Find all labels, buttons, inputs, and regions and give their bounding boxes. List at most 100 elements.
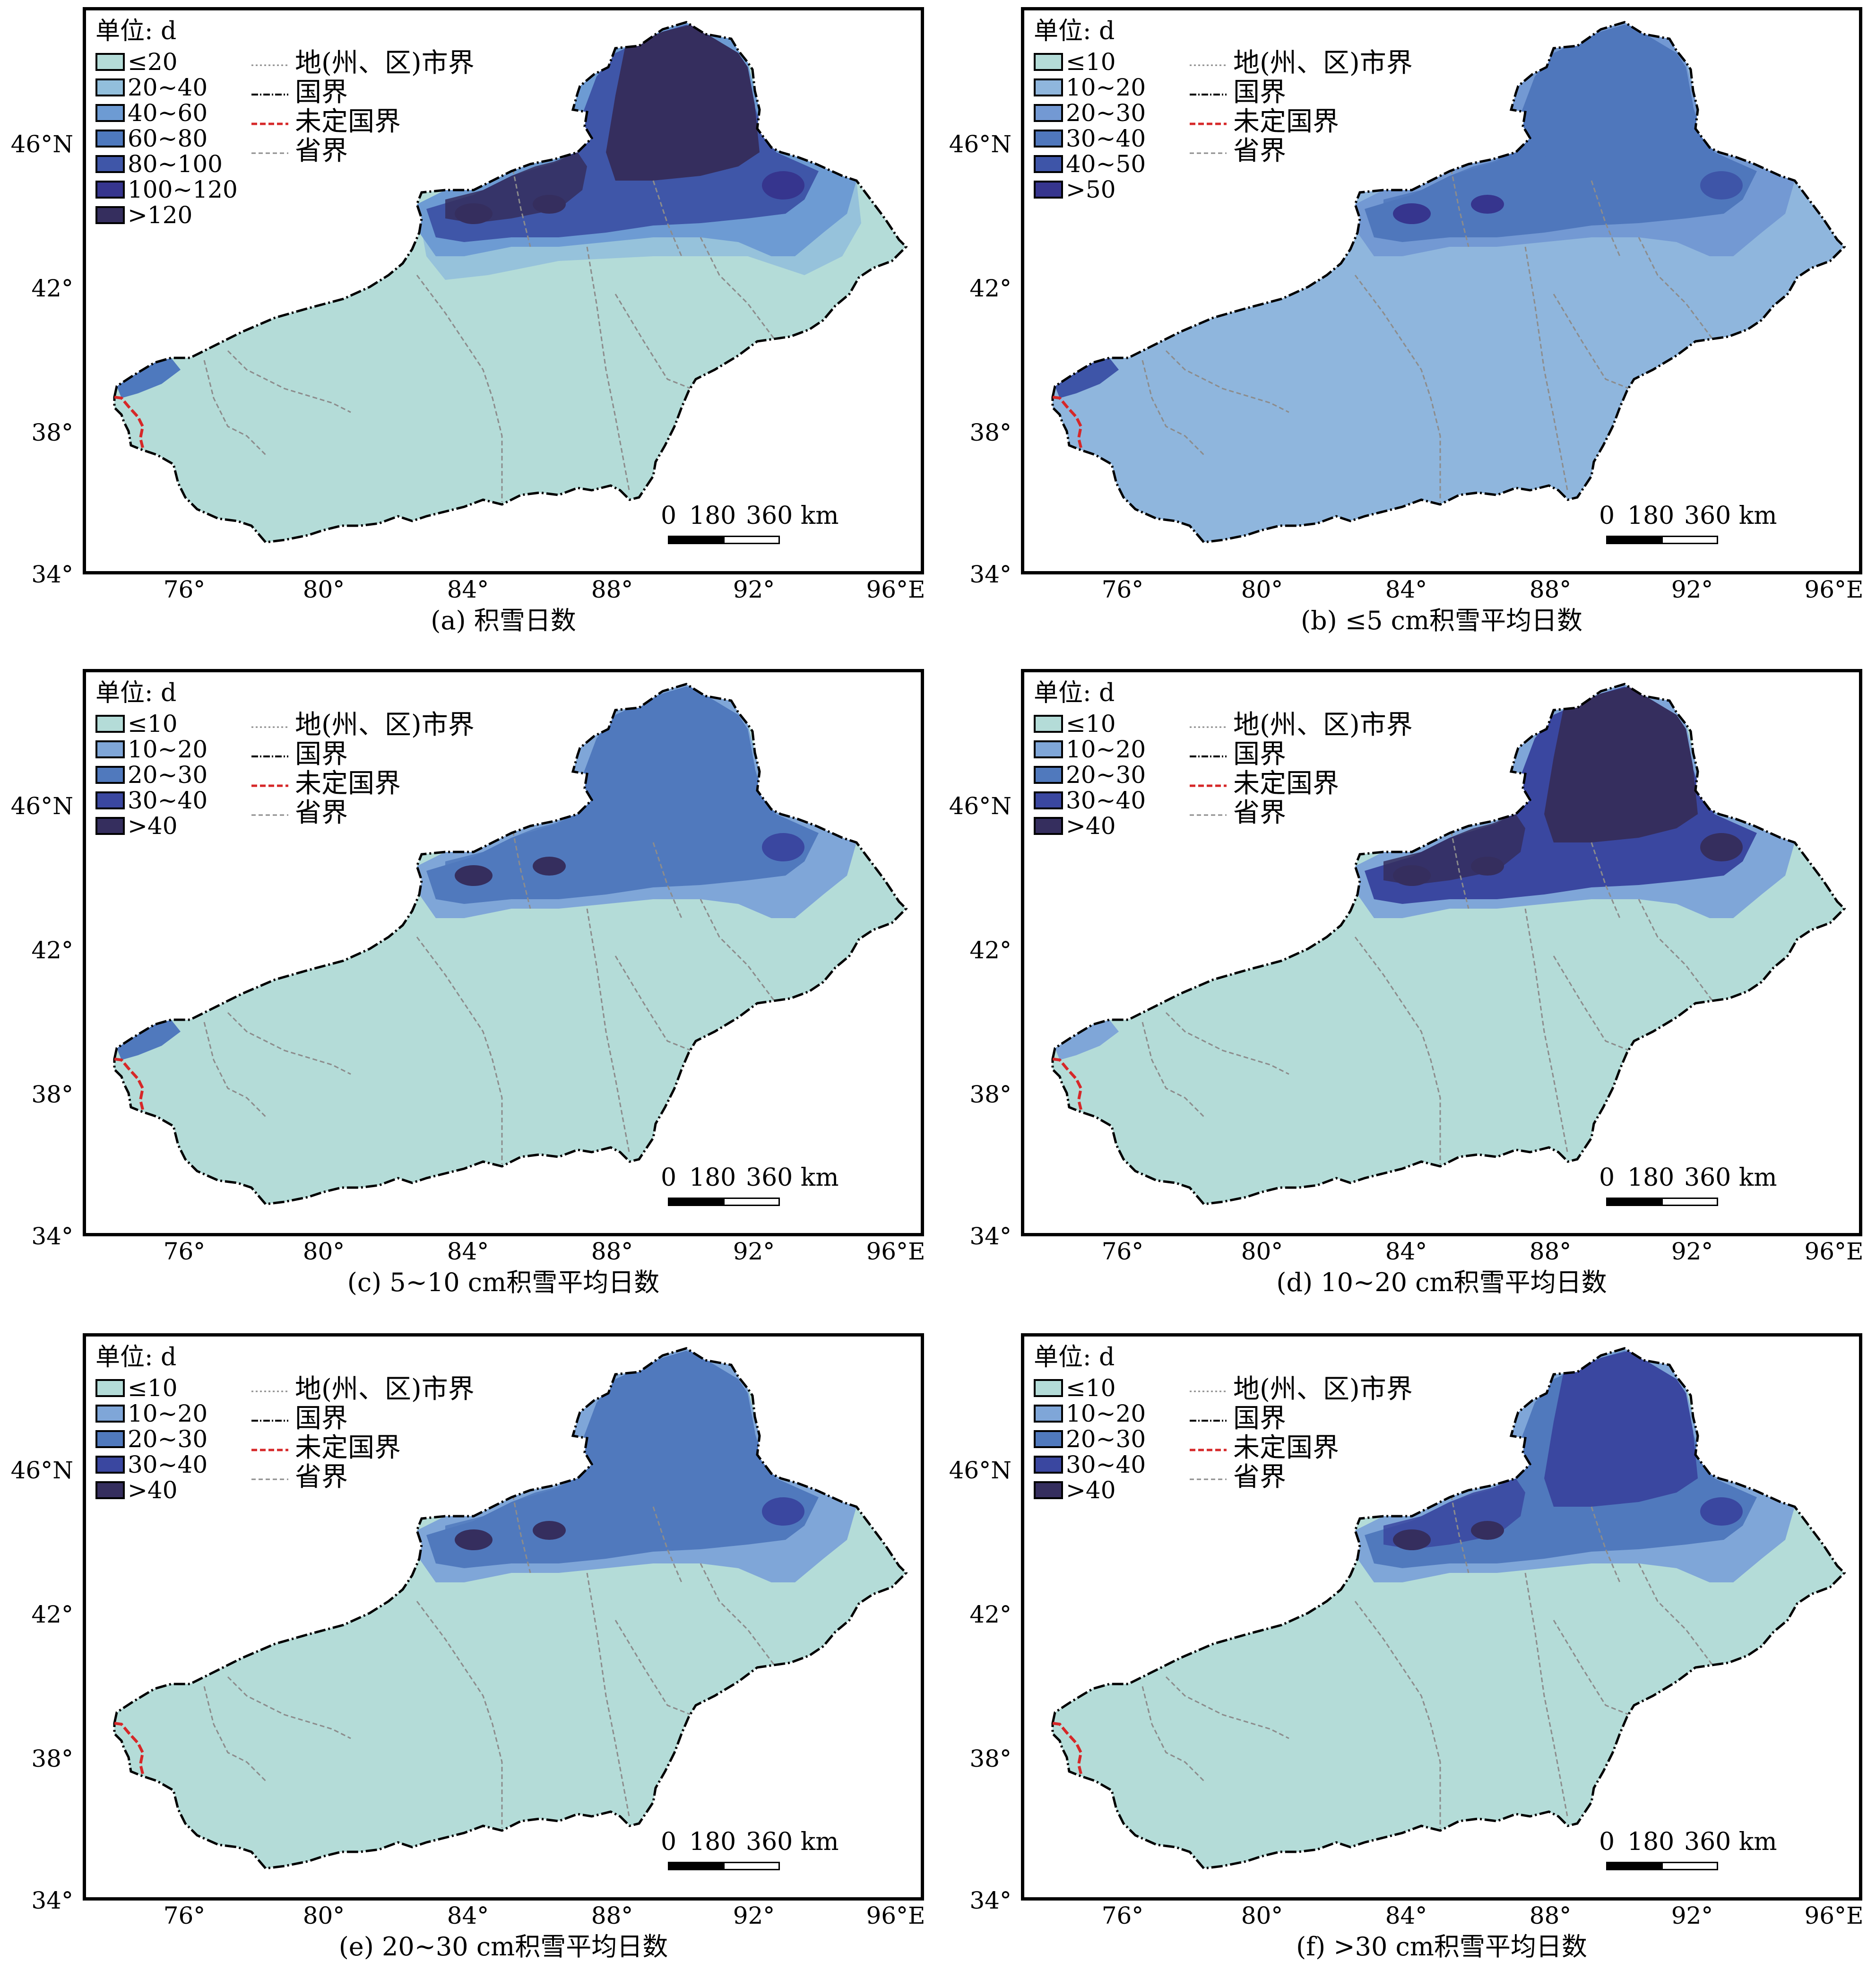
legend-swatch [95,1481,125,1499]
legend-boundary-label: 地(州、区)市界 [1233,48,1413,78]
legend-swatch [1034,1405,1063,1423]
legend-class-item: 30~40 [1034,126,1146,151]
prefecture-boundary [510,1487,531,1573]
legend-swatch [1034,817,1063,835]
prefecture-boundary [700,1563,777,1668]
x-axis-tick-label: 92° [733,1238,775,1265]
map-panel-d: 单位: d ≤10 10~20 20~30 30~40 >40 地(州、区)市界 国界 未定国界… [938,662,1876,1324]
x-axis-tick-label: 76° [163,576,206,603]
legend-swatch [1034,53,1063,71]
legend-class-item: ≤10 [1034,711,1116,737]
map-frame: 单位: d ≤10 10~20 20~30 30~40 >40 地(州、区)市界 国界 未定国界… [83,669,924,1236]
map-frame: 单位: d ≤20 20~40 40~60 60~80 80~100 100~120 >120… [83,7,924,574]
hotspot [1393,865,1431,886]
legend-boundary-label: 省界 [295,798,348,828]
prefecture-boundary [203,1022,267,1118]
x-axis-tick-label: 96°E [1804,1902,1864,1929]
national-border [113,683,908,1206]
panel-caption: (c) 5~10 cm积雪平均日数 [347,1267,660,1297]
x-axis-tick-label: 88° [591,1902,633,1929]
scale-bar-label: 360 km [1684,1828,1777,1856]
panel-caption: (d) 10~20 cm积雪平均日数 [1276,1267,1607,1297]
scale-bar-label: 360 km [746,1828,839,1856]
scale-bar-segment [1606,536,1663,544]
snow-zones [1053,22,1844,542]
scale-bar-segment [1661,1198,1718,1206]
hotspot [1471,857,1504,876]
y-axis-tick-label: 34° [31,561,73,588]
legend-class-item: 30~40 [95,788,207,813]
y-axis-tick-label: 46°N [949,792,1011,820]
legend-boundary-line [251,755,288,757]
legend-boundary-line [1190,784,1227,787]
legend-class-item: 20~40 [95,75,207,100]
legend-swatch [1034,78,1063,96]
scale-bar-segment [668,536,725,544]
hotspot [762,833,804,861]
legend-boundary-item: 国界 [1190,1405,1286,1433]
legend-class-label: ≤20 [128,48,178,76]
prefecture-boundary [1553,1620,1630,1716]
x-axis-tick-label: 96°E [1804,1238,1864,1265]
legend-boundary-item: 省界 [1190,1463,1286,1492]
legend-boundary-label: 未定国界 [295,768,401,799]
legend-class-label: 10~20 [1066,74,1146,101]
map-panel-e: 单位: d ≤10 10~20 20~30 30~40 >40 地(州、区)市界 国界 未定国界… [0,1326,938,1988]
legend-boundary-line [1190,1390,1227,1392]
x-axis-tick-label: 88° [1529,1238,1572,1265]
legend-class-label: 30~40 [1066,1451,1146,1478]
prefecture-boundary [510,823,531,909]
x-axis-tick-label: 88° [1529,576,1572,603]
prefecture-boundary [1354,1601,1441,1828]
legend-boundary-item: 省界 [1190,799,1286,827]
legend-boundary-item: 未定国界 [1190,770,1339,798]
legend-boundary-item: 地(州、区)市界 [251,49,475,78]
prefecture-boundary [203,360,267,456]
scale-bar-segment [723,1862,780,1870]
legend-boundary-label: 省界 [1233,136,1286,166]
legend-class-label: 40~60 [128,99,208,127]
y-axis-tick-label: 42° [969,275,1011,302]
x-axis-tick-label: 76° [163,1238,206,1265]
prefecture-boundary [614,1620,692,1716]
x-axis-tick-label: 88° [1529,1902,1572,1929]
scale-bar-label: 180 [689,1163,736,1192]
legend-swatch [95,740,125,758]
legend-boundary-line [1190,93,1227,95]
legend-swatch [95,1405,125,1423]
hotspot [1700,1497,1743,1526]
legend-boundary-line [251,1390,288,1392]
legend-swatch [95,766,125,784]
legend-swatch [95,155,125,173]
legend-class-item: 20~30 [1034,100,1146,126]
legend-class-label: 30~40 [128,1451,208,1478]
prefecture-boundary [1165,1012,1289,1075]
legend-class-item: 30~40 [1034,788,1146,813]
legend-boundary-item: 省界 [251,1463,348,1492]
undetermined-border [1052,1058,1083,1110]
legend-class-label: 60~80 [128,125,208,152]
legend-boundary-label: 未定国界 [295,1432,401,1463]
legend-boundary-label: 国界 [295,739,348,770]
hotspot [533,1521,566,1540]
undetermined-border [114,396,145,448]
map-frame: 单位: d ≤10 10~20 20~30 30~40 >40 地(州、区)市界 国界 未定国界… [83,1333,924,1901]
legend-class-item: >120 [95,202,192,228]
map-panel-b: 单位: d ≤10 10~20 20~30 30~40 40~50 >50 地(州、区)市界国… [938,0,1876,662]
legend-boundary-line [1190,122,1227,125]
legend-boundary-label: 地(州、区)市界 [295,710,475,740]
y-axis-tick-label: 38° [31,1081,73,1108]
y-axis-tick-label: 38° [969,1081,1011,1108]
national-border [1051,1347,1846,1870]
map-legend: 单位: d ≤20 20~40 40~60 60~80 80~100 100~120 >120… [95,17,545,253]
scale-bar-label: 180 [689,1828,736,1856]
scale-bar-segment [723,1198,780,1206]
map-panel-a: 单位: d ≤20 20~40 40~60 60~80 80~100 100~120 >120… [0,0,938,662]
x-axis-tick-label: 80° [1241,576,1283,603]
legend-class-label: >40 [128,812,178,840]
legend-swatch [1034,130,1063,148]
hotspot [533,195,566,214]
prefecture-boundary [1591,180,1621,257]
legend-swatch [95,791,125,809]
prefecture-boundary [1524,908,1569,1155]
